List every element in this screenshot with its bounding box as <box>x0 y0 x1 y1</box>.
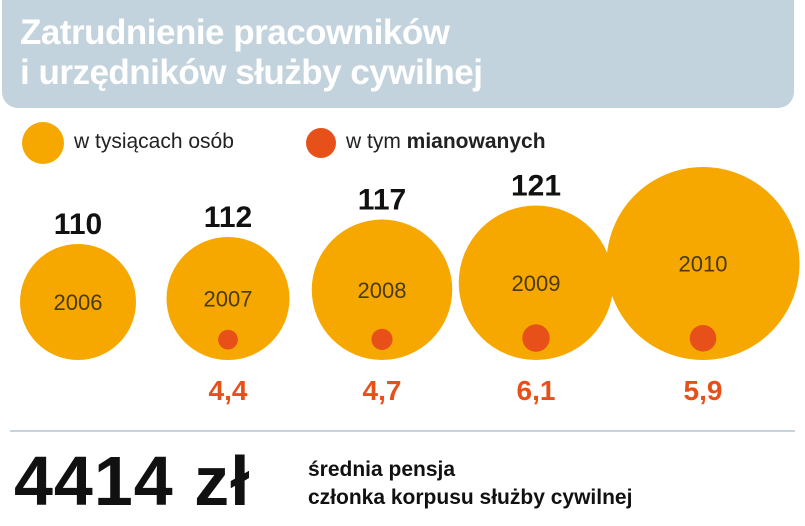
bubble-total-2007 <box>166 237 290 360</box>
legend-swatch-appointed <box>306 128 336 158</box>
legend-label-appointed: w tym mianowanych <box>346 130 546 154</box>
value-label-appointed-2009: 6,1 <box>517 375 556 406</box>
title-banner: Zatrudnienie pracowników i urzędników sł… <box>2 0 794 108</box>
legend-label-appointed-prefix: w tym <box>346 130 407 153</box>
bubble-year-label-2008: 2008 <box>358 278 407 303</box>
bubble-appointed-2008 <box>371 328 393 350</box>
bubble-year-label-2006: 2006 <box>54 290 103 315</box>
value-label-total-2007: 112 <box>204 201 252 234</box>
bubble-year-label-2009: 2009 <box>512 271 561 296</box>
value-label-total-2009: 121 <box>511 170 561 203</box>
legend-label-appointed-bold: mianowanych <box>406 130 546 153</box>
bubble-chart: 2006 110 2007 112 4,4 2008 117 4,7 2009 121 6,1 201… <box>20 167 800 406</box>
bubble-total-2006 <box>20 244 136 360</box>
bubble-total-2009 <box>458 205 614 360</box>
bubble-appointed-2007 <box>218 329 238 350</box>
value-label-appointed-2007: 4,4 <box>209 375 248 406</box>
average-salary-caption-line-1: średnia pensja <box>308 458 456 481</box>
average-salary-caption-line-2: członka korpusu służby cywilnej <box>308 486 633 509</box>
divider <box>10 430 795 432</box>
value-label-appointed-2008: 4,7 <box>363 375 402 406</box>
bubble-appointed-2010 <box>689 325 717 352</box>
average-salary-value: 4414 zł <box>14 442 251 520</box>
legend-swatch-total <box>22 122 64 164</box>
chart-title-line-2: i urzędników służby cywilnej <box>20 53 483 92</box>
value-label-total-2006: 110 <box>54 208 102 241</box>
legend-label-total: w tysiącach osób <box>74 130 234 153</box>
bubble-total-2008 <box>311 219 453 360</box>
chart-title-line-1: Zatrudnienie pracowników <box>20 13 450 52</box>
bubble-year-label-2007: 2007 <box>204 287 253 312</box>
bubble-appointed-2009 <box>522 324 550 352</box>
bubble-total-2010 <box>606 167 800 360</box>
bubble-year-label-2010: 2010 <box>679 252 728 277</box>
value-label-total-2008: 117 <box>358 184 406 217</box>
value-label-appointed-2010: 5,9 <box>684 375 723 406</box>
